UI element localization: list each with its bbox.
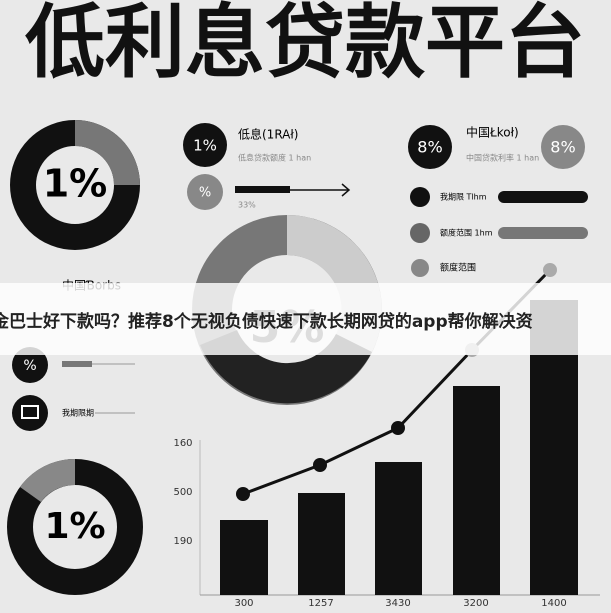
label: 额度范围 1hm [440,228,493,238]
badge: % [199,186,211,201]
y-label: 500 [173,487,192,498]
badge: 8% [417,138,442,157]
donut-label: 1% [43,162,108,206]
y-label: 160 [173,438,192,449]
badge: 8% [550,138,575,157]
badge: % [23,358,36,374]
banner: 金巴士好下款吗？推荐8个无视负债快速下款长期网贷的app帮你解决资 [0,283,611,355]
label: 33% [238,201,256,210]
x-label: 3430 [385,598,410,609]
x-label: 3200 [463,598,488,609]
y-label: 190 [173,536,192,547]
label: 中国Łkoł) [466,125,519,140]
label: 中国贷款利率 1 han [466,153,539,163]
title: 低利息贷款平台 [25,0,585,89]
banner-text: 金巴士好下款吗？推荐8个无视负债快速下款长期网贷的app帮你解决资 [0,312,533,332]
badge: 1% [193,137,217,155]
label: 我期限 Tlhm [440,192,487,202]
label: 我期限期 [62,408,94,418]
x-label: 300 [234,598,253,609]
label: 低息贷款额度 1 han [238,153,311,163]
donut-label: 1% [44,506,105,547]
x-label: 1257 [308,598,333,609]
label: 低息(1RAł) [238,127,298,142]
x-label: 1400 [541,598,566,609]
label: 额度范围 [440,262,476,274]
